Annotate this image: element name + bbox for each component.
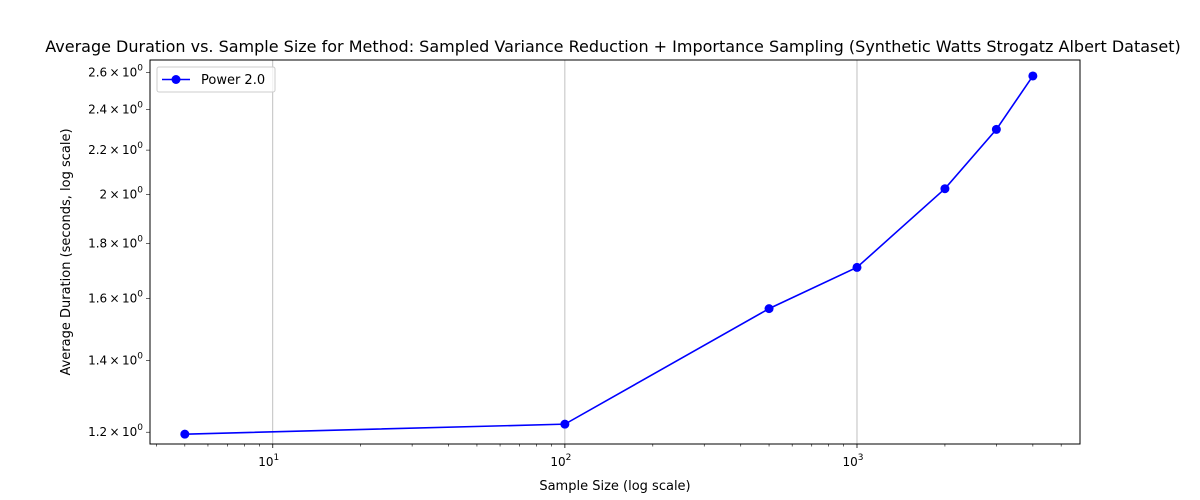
legend-marker-swatch [171, 75, 181, 84]
y-tick-label: 1.6 × 100 [88, 289, 143, 305]
y-tick-label: 2.6 × 100 [88, 63, 143, 79]
y-tick-label: 2 × 100 [100, 185, 144, 201]
y-tick-label: 1.8 × 100 [88, 235, 143, 251]
data-point [1028, 71, 1038, 81]
x-tick-label: 103 [842, 453, 863, 469]
y-tick-label: 1.2 × 100 [88, 423, 143, 439]
legend: Power 2.0 [156, 66, 276, 93]
x-tick-label: 101 [258, 453, 279, 469]
y-tick-label: 2.2 × 100 [88, 141, 143, 157]
x-axis-label: Sample Size (log scale) [539, 479, 690, 494]
y-axis-label: Average Duration (seconds, log scale) [59, 128, 74, 375]
y-tick-label: 2.4 × 100 [88, 101, 143, 117]
x-tick-label: 102 [550, 453, 571, 469]
plot-area-frame [149, 59, 1081, 445]
y-tick-label: 1.4 × 100 [88, 351, 143, 367]
series-layer [180, 71, 1038, 439]
y-axis: 1.2 × 100 1.4 × 100 1.6 × 100 1.8 × 100 2 × … [88, 63, 150, 439]
data-point [940, 184, 950, 194]
grid-lines [272, 60, 858, 444]
data-point [560, 419, 570, 429]
chart-title: Average Duration vs. Sample Size for Met… [45, 37, 1181, 56]
data-point [764, 304, 774, 314]
x-axis: 101 102 103 [156, 444, 1062, 469]
series-line [184, 75, 1034, 435]
legend-label: Power 2.0 [201, 73, 265, 88]
data-point [991, 124, 1001, 134]
legend-box [156, 66, 276, 93]
data-point [852, 262, 862, 272]
data-point [180, 429, 190, 439]
